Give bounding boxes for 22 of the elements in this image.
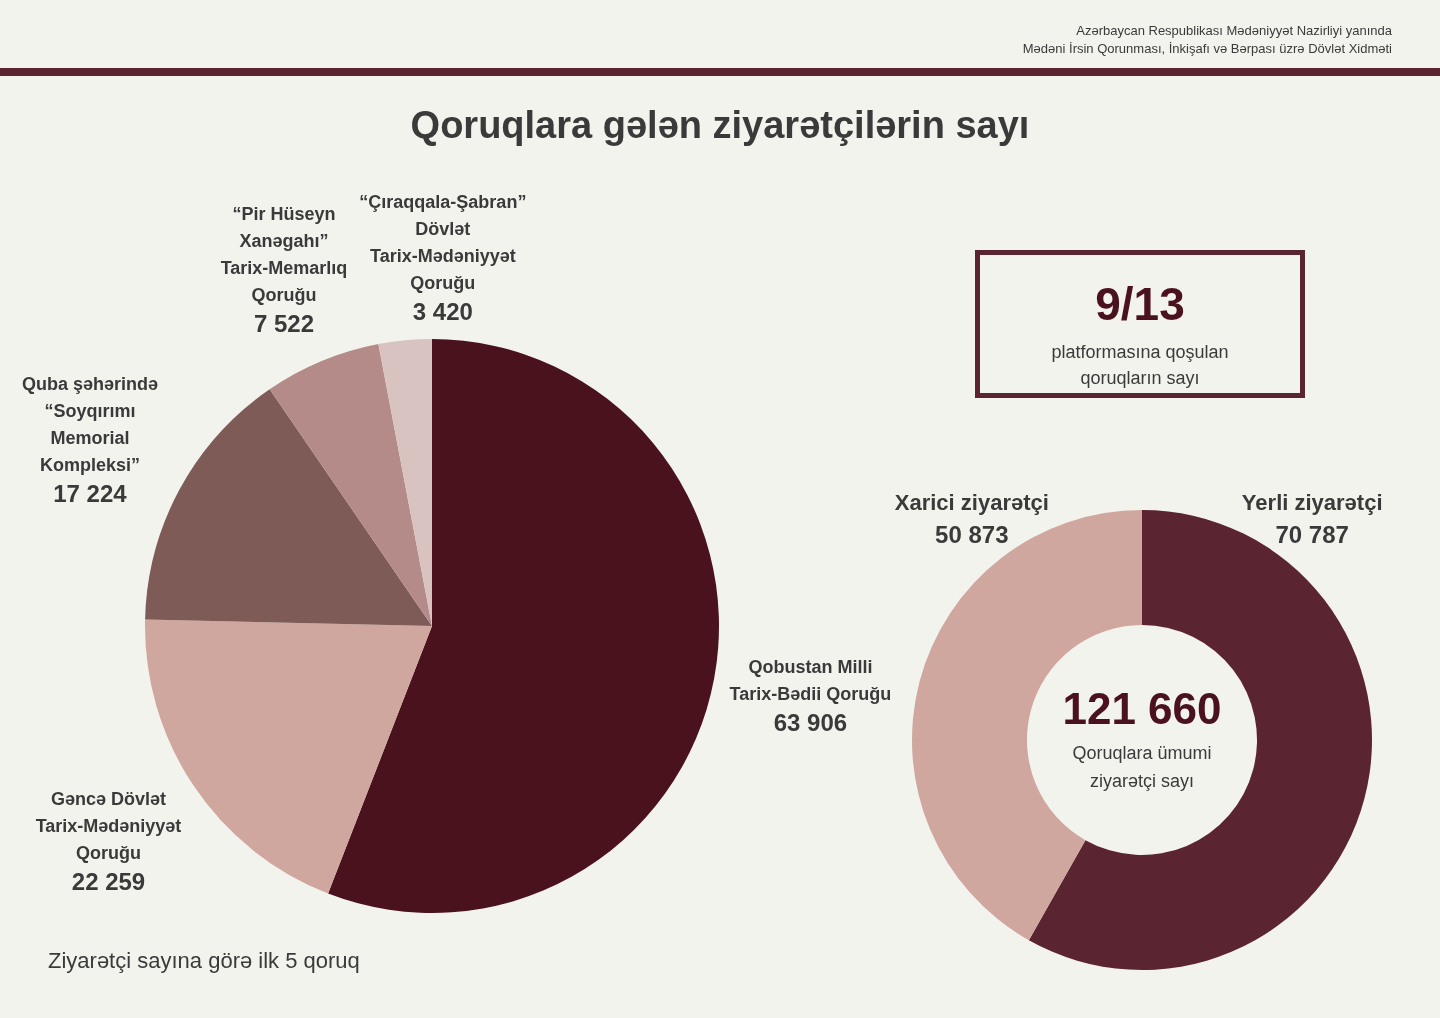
- slice-label: Gəncə Dövlət Tarix-Mədəniyyət Qoruğu: [35, 788, 182, 863]
- data-label: 63 906: [773, 709, 848, 737]
- slice-label: Quba şəhərində “Soyqırımı Memorial Kompleksi”: [21, 374, 158, 476]
- data-label: 17 224: [53, 479, 128, 507]
- data-label: 22 259: [71, 867, 146, 895]
- slice-label: Xarici ziyarətçi: [894, 490, 1049, 516]
- text: platformasına qoşulan qoruqların sayı: [1050, 341, 1230, 390]
- slice-label: “Pir Hüseyn Xanəgahı” Tarix-Memarlıq Qoruğu: [220, 204, 348, 306]
- chart-title: Qoruqlara gələn ziyarətçilərin sayı: [409, 104, 1031, 147]
- text: Azərbaycan Respublikası Mədəniyyət Nazirliyi yanında: [1075, 22, 1392, 40]
- data-label: 50 873: [935, 520, 1009, 548]
- data-label: 70 787: [1275, 520, 1349, 548]
- text: 121 660: [1062, 684, 1222, 734]
- text: 9/13: [1094, 277, 1186, 331]
- slice-label: Qobustan Milli Tarix-Bədii Qoruğu: [729, 657, 892, 705]
- slice-label: “Çıraqqala-Şabran” Dövlət Tarix-Mədəniyyət Qoruğu: [359, 192, 527, 294]
- slice-label: Yerli ziyarətçi: [1241, 490, 1383, 516]
- text: Ziyarətçi sayına görə ilk 5 qoruq: [48, 948, 360, 974]
- text: Mədəni İrsin Qorunması, İnkişafı və Bərpası üzrə Dövlət Xidməti: [1022, 40, 1392, 58]
- data-label: 3 420: [412, 297, 473, 325]
- text: Qoruqlara ümumi ziyarətçi sayı: [1072, 742, 1212, 791]
- data-label: 7 522: [253, 309, 315, 337]
